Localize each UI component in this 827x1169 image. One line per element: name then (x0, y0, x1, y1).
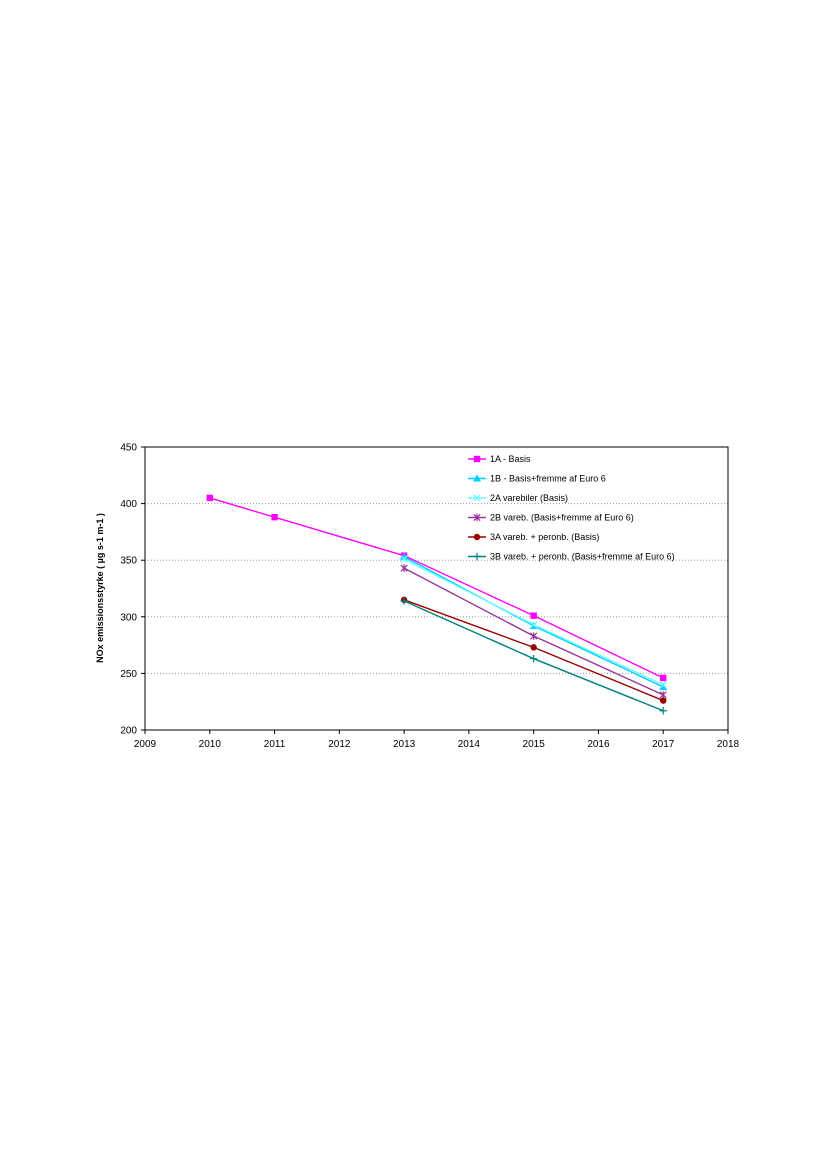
legend-marker-3 (473, 494, 481, 502)
y-axis-ticks: 200 250 300 350 400 450 (120, 443, 145, 737)
x-tick-label-2017: 2017 (652, 739, 675, 750)
y-tick-label-200: 200 (120, 726, 137, 737)
plot-area-frame (144, 446, 729, 731)
legend-entry-2: 1B - Basis+fremme af Euro 6 (468, 474, 606, 484)
series-line-4 (403, 567, 664, 696)
chart-legend: 1A - Basis 1B - Basis+fremme af Euro 6 2A … (468, 454, 675, 562)
x-tick-label-2011: 2011 (264, 739, 286, 750)
legend-entry-5: 3A vareb. + peronb. (Basis) (468, 532, 599, 542)
x-tick-label-2010: 2010 (199, 739, 222, 750)
y-tick-label-450: 450 (120, 443, 137, 454)
legend-label-2: 1B - Basis+fremme af Euro 6 (490, 474, 606, 484)
series-line-1 (209, 497, 664, 679)
data-point-3-2017 (659, 681, 667, 689)
data-point-2-2013 (400, 552, 409, 560)
data-point-3-2015 (530, 621, 538, 629)
legend-entry-4: 2B vareb. (Basis+fremme af Euro 6) (468, 513, 634, 523)
series-1 (206, 494, 667, 682)
y-axis-title: NOx emissionsstyrke ( µg s-1 m-1 ) (95, 513, 105, 663)
legend-label-6: 3B vareb. + peronb. (Basis+fremme af Eur… (490, 552, 675, 562)
data-series (206, 494, 668, 715)
x-tick-label-2016: 2016 (587, 739, 610, 750)
data-point-3-2013 (400, 555, 408, 563)
legend-marker-2 (473, 474, 481, 482)
y-tick-label-400: 400 (120, 499, 137, 510)
legend-entry-3: 2A varebiler (Basis) (468, 493, 568, 503)
legend-label-3: 2A varebiler (Basis) (490, 493, 568, 503)
legend-marker-5 (473, 533, 481, 541)
y-tick-label-300: 300 (120, 612, 137, 623)
data-point-6-2015 (529, 654, 538, 663)
data-point-5-2017 (660, 697, 667, 704)
legend-marker-1 (473, 455, 481, 463)
data-point-4-2015 (530, 632, 538, 640)
legend-entry-1: 1A - Basis (468, 454, 531, 464)
grid-lines (145, 503, 728, 674)
x-tick-label-2009: 2009 (134, 739, 157, 750)
legend-label-5: 3A vareb. + peronb. (Basis) (490, 532, 599, 542)
legend-label-4: 2B vareb. (Basis+fremme af Euro 6) (490, 513, 634, 523)
x-tick-label-2013: 2013 (393, 739, 416, 750)
legend-marker-6 (473, 552, 481, 561)
data-point-2-2017 (659, 682, 668, 690)
x-tick-label-2012: 2012 (328, 739, 351, 750)
data-point-1-2011 (271, 513, 278, 521)
y-tick-label-250: 250 (120, 669, 137, 680)
series-6 (400, 597, 667, 715)
legend-entry-6: 3B vareb. + peronb. (Basis+fremme af Eur… (468, 552, 675, 562)
x-tick-label-2015: 2015 (523, 739, 546, 750)
series-4 (400, 564, 667, 699)
data-point-1-2017 (660, 674, 667, 682)
data-point-1-2015 (530, 612, 537, 619)
data-point-4-2013 (400, 564, 408, 572)
data-point-1-2010 (206, 494, 213, 502)
legend-marker-4 (473, 513, 481, 522)
x-tick-label-2018: 2018 (717, 739, 740, 750)
data-point-6-2017 (659, 707, 667, 715)
x-tick-label-2014: 2014 (458, 739, 481, 750)
y-tick-label-350: 350 (120, 556, 137, 567)
data-point-5-2015 (530, 644, 537, 651)
series-2 (400, 552, 668, 690)
series-5 (400, 596, 667, 704)
x-axis-ticks: 2009 2010 2011 2012 2013 2014 2015 2016 2017 2018 (134, 730, 740, 750)
legend-label-1: 1A - Basis (490, 454, 531, 464)
series-3 (400, 555, 667, 689)
data-point-6-2013 (400, 597, 408, 605)
